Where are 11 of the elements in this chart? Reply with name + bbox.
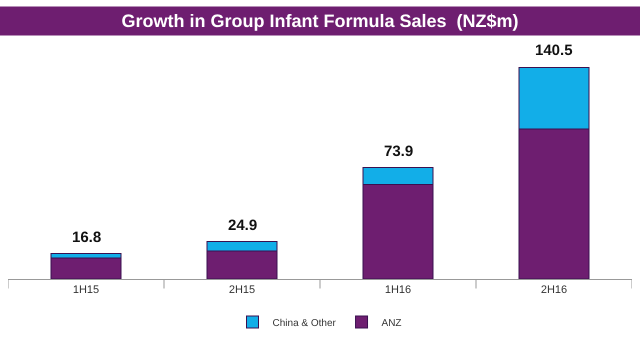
chart-title: Growth in Group Infant Formula Sales (NZ$m): [121, 11, 519, 31]
x-tick-label: 1H15: [72, 284, 100, 296]
annotation: 16.8: [72, 229, 102, 246]
legend-label: China & Other: [272, 318, 337, 329]
x-tick-label: 1H16: [384, 284, 412, 296]
x-tick-label: 2H15: [228, 284, 256, 296]
annotation: 24.9: [228, 217, 258, 234]
x-tick-label: 2H16: [540, 284, 568, 296]
annotation: 73.9: [384, 143, 414, 160]
legend-label: ANZ: [382, 318, 402, 329]
annotation: 140.5: [535, 42, 573, 59]
